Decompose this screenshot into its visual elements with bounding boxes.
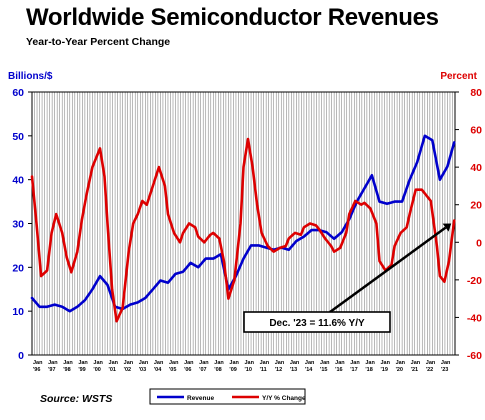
x-tick-month-label: Jan xyxy=(154,360,164,366)
x-tick-year-label: '13 xyxy=(290,367,297,373)
x-tick-year-label: '17 xyxy=(350,367,357,373)
x-tick-year-label: '06 xyxy=(184,367,191,373)
x-tick-year-label: '09 xyxy=(229,367,236,373)
legend-box xyxy=(149,388,306,405)
x-tick-month-label: Jan xyxy=(275,360,285,366)
x-tick-month-label: Jan xyxy=(290,360,300,366)
x-tick-month-label: Jan xyxy=(229,360,239,366)
x-tick-year-label: '16 xyxy=(335,367,342,373)
x-tick-month-label: Jan xyxy=(139,360,149,366)
gridlines xyxy=(31,92,456,355)
x-tick-year-label: '98 xyxy=(63,367,70,373)
x-tick-year-label: '11 xyxy=(260,367,267,373)
series-lines xyxy=(30,134,456,323)
x-tick-year-label: '07 xyxy=(199,367,206,373)
x-tick-year-label: '23 xyxy=(441,367,448,373)
y-right-tick-label: 60 xyxy=(470,125,482,137)
y-left-tick-label: 30 xyxy=(12,219,24,231)
y-right-tick-label: -40 xyxy=(467,312,482,324)
y-right-tick-labels: -60 -40 -20 0 20 40 60 80 xyxy=(455,87,482,362)
series-line-revenue xyxy=(30,134,456,313)
y-right-tick-label: -20 xyxy=(467,275,482,287)
x-tick-month-label: Jan xyxy=(184,360,194,366)
annotation-box xyxy=(243,311,391,333)
y-right-tick-label: 20 xyxy=(470,200,482,212)
x-tick-month-label: Jan xyxy=(169,360,179,366)
x-tick-year-label: '96 xyxy=(33,367,40,373)
x-tick-year-label: '04 xyxy=(154,367,162,373)
y-right-axis-label: Percent xyxy=(440,71,477,82)
y-right-tick-label: -60 xyxy=(467,350,482,362)
x-tick-month-label: Jan xyxy=(245,360,255,366)
y-left-tick-labels: 0 10 20 30 40 50 60 xyxy=(12,87,32,362)
x-tick-year-label: '03 xyxy=(139,367,146,373)
x-tick-year-label: '10 xyxy=(245,367,252,373)
chart-title: Worldwide Semiconductor Revenues xyxy=(26,4,439,31)
legend: Revenue Y/Y % Change xyxy=(149,388,306,405)
y-right-tick-label: 80 xyxy=(470,87,482,99)
y-right-tick-label: 40 xyxy=(470,162,482,174)
x-tick-year-label: '12 xyxy=(275,367,282,373)
x-tick-year-label: '20 xyxy=(396,367,403,373)
x-tick-year-label: '00 xyxy=(93,367,100,373)
x-tick-year-label: '05 xyxy=(169,367,176,373)
x-tick-year-label: '15 xyxy=(320,367,327,373)
x-tick-year-label: '22 xyxy=(426,367,433,373)
x-tick-month-label: Jan xyxy=(214,360,224,366)
chart-subtitle: Year-to-Year Percent Change xyxy=(26,36,171,48)
x-tick-month-label: Jan xyxy=(260,360,270,366)
x-tick-month-label: Jan xyxy=(411,360,421,366)
x-tick-month-label: Jan xyxy=(33,360,43,366)
annotation: Dec. '23 = 11.6% Y/Y xyxy=(243,223,452,333)
x-tick-month-label: Jan xyxy=(305,360,315,366)
x-tick-month-label: Jan xyxy=(78,360,88,366)
x-tick-year-label: '02 xyxy=(124,367,131,373)
y-left-tick-label: 60 xyxy=(12,87,24,99)
x-tick-month-label: Jan xyxy=(380,360,390,366)
y-left-tick-label: 40 xyxy=(12,175,24,187)
x-tick-year-label: '19 xyxy=(380,367,387,373)
x-tick-month-label: Jan xyxy=(350,360,360,366)
x-tick-month-label: Jan xyxy=(320,360,330,366)
x-tick-month-label: Jan xyxy=(48,360,58,366)
x-tick-year-label: '21 xyxy=(411,367,418,373)
source-note: Source: WSTS xyxy=(40,393,112,405)
legend-label-yoy: Y/Y % Change xyxy=(262,395,306,402)
annotation-arrowhead xyxy=(442,223,452,232)
y-left-tick-label: 0 xyxy=(18,350,24,362)
y-left-tick-label: 50 xyxy=(12,131,24,143)
y-left-tick-label: 20 xyxy=(12,262,24,274)
series-line-yoy-change xyxy=(30,137,456,323)
x-tick-year-label: '01 xyxy=(109,367,116,373)
legend-label-revenue: Revenue xyxy=(187,395,214,402)
y-right-tick-label: 0 xyxy=(476,237,482,249)
x-tick-labels: Jan'96Jan'97Jan'98Jan'99Jan'00Jan'01Jan'… xyxy=(33,360,451,373)
annotation-text: Dec. '23 = 11.6% Y/Y xyxy=(269,318,365,329)
y-left-tick-label: 10 xyxy=(12,306,24,318)
annotation-pointer-line xyxy=(329,226,447,314)
x-tick-month-label: Jan xyxy=(109,360,119,366)
x-tick-month-label: Jan xyxy=(63,360,73,366)
x-tick-month-label: Jan xyxy=(426,360,436,366)
x-tick-month-label: Jan xyxy=(365,360,375,366)
x-tick-year-label: '18 xyxy=(365,367,372,373)
x-tick-month-label: Jan xyxy=(124,360,134,366)
x-tick-month-label: Jan xyxy=(93,360,103,366)
x-tick-year-label: '08 xyxy=(214,367,221,373)
x-tick-month-label: Jan xyxy=(441,360,451,366)
x-tick-year-label: '99 xyxy=(78,367,85,373)
y-left-axis-label: Billions/$ xyxy=(8,71,53,82)
x-tick-month-label: Jan xyxy=(199,360,209,366)
x-tick-month-label: Jan xyxy=(335,360,345,366)
x-tick-year-label: '14 xyxy=(305,367,313,373)
x-tick-month-label: Jan xyxy=(396,360,406,366)
x-tick-year-label: '97 xyxy=(48,367,55,373)
